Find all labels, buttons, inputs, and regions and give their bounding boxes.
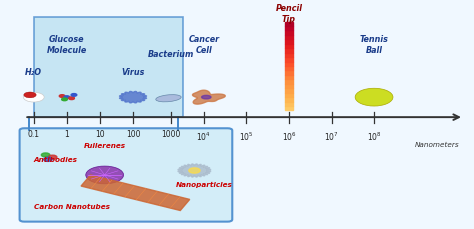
Circle shape — [59, 95, 65, 97]
Text: $10^{8}$: $10^{8}$ — [367, 131, 382, 143]
Text: $10^{6}$: $10^{6}$ — [282, 131, 296, 143]
Bar — [34, 17, 182, 117]
Polygon shape — [178, 164, 211, 177]
Bar — [285, 22, 293, 26]
Bar — [285, 79, 293, 84]
Circle shape — [86, 166, 124, 184]
Bar — [285, 102, 293, 106]
Text: 0.1: 0.1 — [28, 131, 40, 139]
Text: Pencil
Tip: Pencil Tip — [275, 4, 302, 24]
Circle shape — [44, 157, 52, 161]
Text: $10^{4}$: $10^{4}$ — [197, 131, 211, 143]
Bar — [285, 88, 293, 93]
Text: Tennis
Ball: Tennis Ball — [360, 35, 389, 55]
Ellipse shape — [201, 95, 211, 99]
Text: 1000: 1000 — [161, 131, 181, 139]
Text: Glucose
Molecule: Glucose Molecule — [47, 35, 87, 55]
Bar — [285, 30, 293, 35]
Bar — [285, 93, 293, 97]
Text: Nanometers: Nanometers — [414, 142, 459, 148]
Polygon shape — [81, 175, 190, 210]
Circle shape — [69, 97, 74, 100]
FancyBboxPatch shape — [19, 128, 232, 222]
Text: 1: 1 — [64, 131, 69, 139]
Circle shape — [62, 98, 67, 101]
Bar — [285, 75, 293, 79]
Bar — [285, 97, 293, 102]
Text: Antibodies: Antibodies — [34, 158, 78, 164]
Bar — [285, 66, 293, 71]
Ellipse shape — [156, 95, 181, 102]
Bar — [285, 84, 293, 88]
Polygon shape — [192, 90, 225, 104]
Bar — [285, 48, 293, 53]
Circle shape — [71, 94, 77, 96]
Text: $10^{7}$: $10^{7}$ — [324, 131, 339, 143]
Circle shape — [24, 92, 36, 98]
Text: Cancer
Cell: Cancer Cell — [188, 35, 219, 55]
Text: H₂O: H₂O — [25, 68, 42, 77]
Bar — [285, 44, 293, 48]
Bar — [285, 71, 293, 75]
Text: Nanoparticles: Nanoparticles — [175, 182, 232, 188]
Polygon shape — [119, 91, 146, 103]
Text: Carbon Nanotubes: Carbon Nanotubes — [34, 204, 110, 210]
Text: $10^{5}$: $10^{5}$ — [239, 131, 254, 143]
Bar — [285, 26, 293, 30]
Circle shape — [64, 96, 70, 98]
Bar — [285, 62, 293, 66]
Text: 10: 10 — [95, 131, 105, 139]
Bar — [285, 39, 293, 44]
Circle shape — [355, 88, 393, 106]
Bar — [285, 106, 293, 110]
Text: Virus: Virus — [121, 68, 145, 77]
Bar — [285, 57, 293, 62]
Circle shape — [48, 155, 57, 159]
Circle shape — [41, 153, 50, 157]
Text: 100: 100 — [126, 131, 140, 139]
Circle shape — [189, 168, 200, 173]
Circle shape — [23, 92, 44, 102]
Bar — [285, 35, 293, 39]
Text: Fullerenes: Fullerenes — [83, 143, 126, 149]
Bar — [285, 53, 293, 57]
Text: Bacterium: Bacterium — [147, 50, 194, 59]
